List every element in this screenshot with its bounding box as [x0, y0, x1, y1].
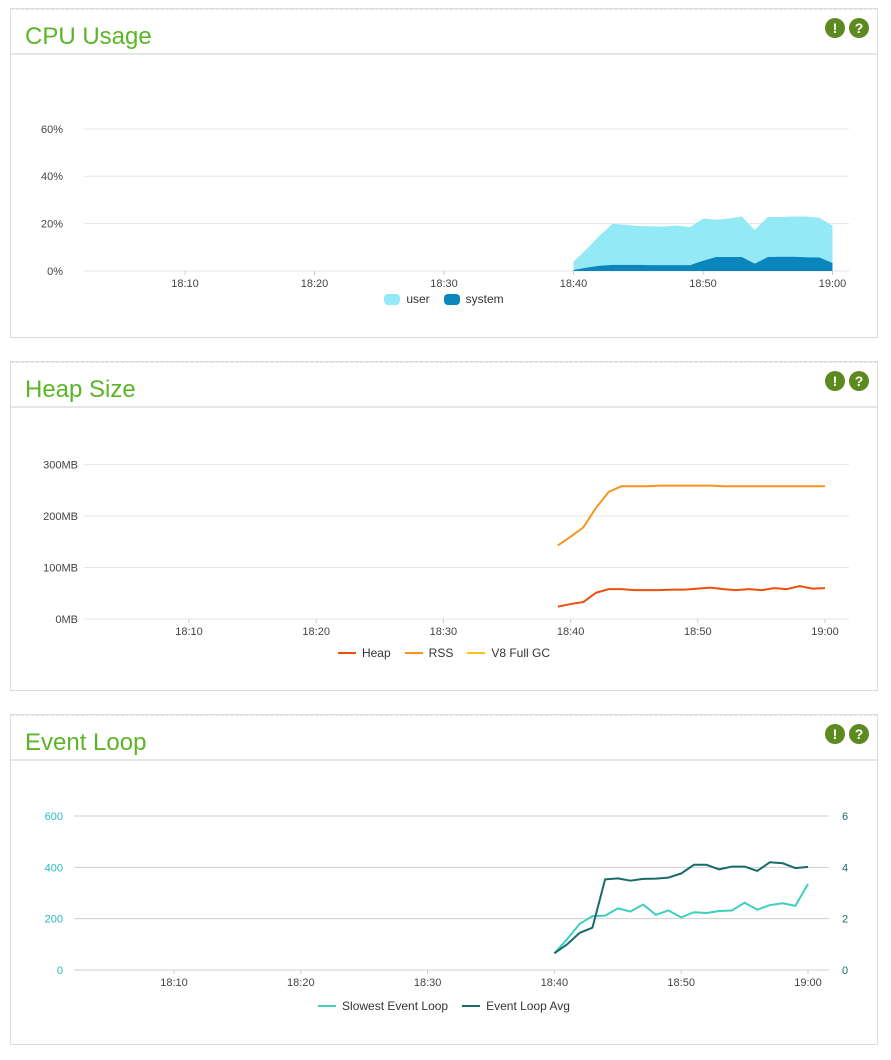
y-tick-label: 0 [57, 965, 63, 977]
area-system [573, 256, 833, 271]
legend-label-user: user [406, 292, 430, 306]
info-icon[interactable]: ! [825, 371, 845, 391]
legend-swatch-event-loop-avg [462, 1005, 481, 1007]
x-tick-label: 18:50 [689, 278, 717, 287]
event-loop-panel: Event Loop ! ? 0 200 400 600 0 2 4 6 18:10 18:20 1… [10, 714, 878, 1045]
event-loop-legend: Slowest Event Loop Event Loop Avg [11, 999, 877, 1013]
heap-size-header: Heap Size ! ? [11, 362, 877, 408]
legend-item-event-loop-avg[interactable]: Event Loop Avg [462, 999, 570, 1013]
x-tick-label: 18:20 [301, 278, 329, 287]
panel-icons: ! ? [825, 18, 869, 38]
line-heap [557, 585, 826, 608]
y-tick-label: 0MB [55, 614, 78, 626]
legend-swatch-heap [337, 652, 356, 654]
legend-label-v8-full-gc: V8 Full GC [491, 646, 551, 660]
y-tick-label: 60% [41, 124, 63, 136]
panel-title: Event Loop [25, 729, 147, 756]
legend-label-system: system [465, 292, 504, 306]
legend-item-v8-full-gc[interactable]: V8 Full GC [467, 646, 550, 660]
x-tick-label: 18:40 [541, 977, 569, 989]
legend-swatch-user [384, 293, 401, 305]
info-icon[interactable]: ! [825, 18, 845, 38]
panel-title: CPU Usage [25, 23, 152, 50]
y-tick-label: 400 [45, 862, 63, 874]
x-tick-label: 18:10 [171, 278, 199, 287]
legend-swatch-system [443, 293, 460, 305]
x-tick-label: 18:40 [557, 626, 585, 638]
y-right-tick-label: 0 [842, 965, 848, 977]
x-tick-label: 19:00 [819, 278, 847, 287]
x-tick-label: 18:10 [160, 977, 188, 989]
help-icon[interactable]: ? [849, 724, 869, 744]
y-right-tick-label: 6 [842, 811, 848, 823]
area-user [573, 216, 833, 271]
x-tick-label: 18:20 [302, 626, 330, 638]
x-tick-label: 18:30 [430, 278, 458, 287]
line-event-loop-avg [553, 861, 809, 955]
x-tick-label: 18:30 [430, 626, 458, 638]
legend-label-event-loop-avg: Event Loop Avg [486, 999, 570, 1013]
panel-icons: ! ? [825, 371, 869, 391]
cpu-usage-panel: CPU Usage ! ? 0% 20% 40% 60% 18:10 18:20 18:30… [10, 8, 878, 338]
cpu-chart-area: 0% 20% 40% 60% 18:10 18:20 18:30 18:40 18:50 19:0… [11, 57, 877, 292]
cpu-usage-chart: 0% 20% 40% 60% 18:10 18:20 18:30 18:40 18:50 19:0… [41, 124, 849, 290]
legend-swatch-v8-full-gc [467, 652, 486, 654]
legend-item-system[interactable]: system [443, 292, 504, 306]
y-tick-label: 40% [41, 171, 63, 183]
y-tick-label: 20% [41, 219, 63, 231]
event-loop-chart: 0 200 400 600 0 2 4 6 18:10 18:20 18:30 18:40 18:50 1… [45, 811, 848, 989]
heap-chart-area: 0MB 100MB 200MB 300MB 18:10 18:20 18:30 18:40 18… [11, 410, 877, 645]
x-tick-label: 18:40 [560, 278, 588, 287]
x-tick-label: 19:00 [794, 977, 822, 989]
y-tick-label: 200MB [43, 511, 78, 523]
event-loop-header: Event Loop ! ? [11, 715, 877, 761]
heap-legend: Heap RSS V8 Full GC [11, 646, 877, 660]
x-tick-label: 18:10 [175, 626, 203, 638]
legend-label-slowest-event-loop: Slowest Event Loop [342, 999, 449, 1013]
x-tick-label: 18:50 [667, 977, 695, 989]
help-icon[interactable]: ? [849, 18, 869, 38]
help-icon[interactable]: ? [849, 371, 869, 391]
y-right-tick-label: 4 [842, 862, 848, 874]
y-right-tick-label: 2 [842, 914, 848, 926]
x-tick-label: 19:00 [811, 626, 839, 638]
x-tick-label: 18:50 [684, 626, 712, 638]
cpu-usage-header: CPU Usage ! ? [11, 9, 877, 55]
x-tick-label: 18:20 [287, 977, 315, 989]
panel-title: Heap Size [25, 376, 136, 403]
line-rss [557, 484, 825, 547]
x-tick-label: 18:30 [414, 977, 442, 989]
legend-item-slowest-event-loop[interactable]: Slowest Event Loop [318, 999, 448, 1013]
y-tick-label: 600 [45, 811, 63, 823]
legend-label-heap: Heap [361, 646, 391, 660]
cpu-legend: user system [11, 292, 877, 306]
heap-size-panel: Heap Size ! ? 0MB 100MB 200MB 300MB 18:10 18:… [10, 361, 878, 691]
y-tick-label: 300MB [43, 460, 78, 472]
line-slowest-event-loop [553, 883, 809, 954]
legend-swatch-slowest-event-loop [318, 1005, 337, 1007]
legend-label-rss: RSS [428, 646, 454, 660]
info-icon[interactable]: ! [825, 724, 845, 744]
legend-item-rss[interactable]: RSS [404, 646, 454, 660]
y-tick-label: 100MB [43, 563, 78, 575]
y-tick-label: 200 [45, 914, 63, 926]
legend-swatch-rss [404, 652, 423, 654]
panel-icons: ! ? [825, 724, 869, 744]
y-tick-label: 0% [47, 266, 63, 278]
legend-item-heap[interactable]: Heap [337, 646, 391, 660]
event-loop-chart-area: 0 200 400 600 0 2 4 6 18:10 18:20 18:30 18:40 18:50 1… [11, 763, 877, 998]
legend-item-user[interactable]: user [384, 292, 430, 306]
heap-size-chart: 0MB 100MB 200MB 300MB 18:10 18:20 18:30 18:40 18… [43, 460, 849, 638]
